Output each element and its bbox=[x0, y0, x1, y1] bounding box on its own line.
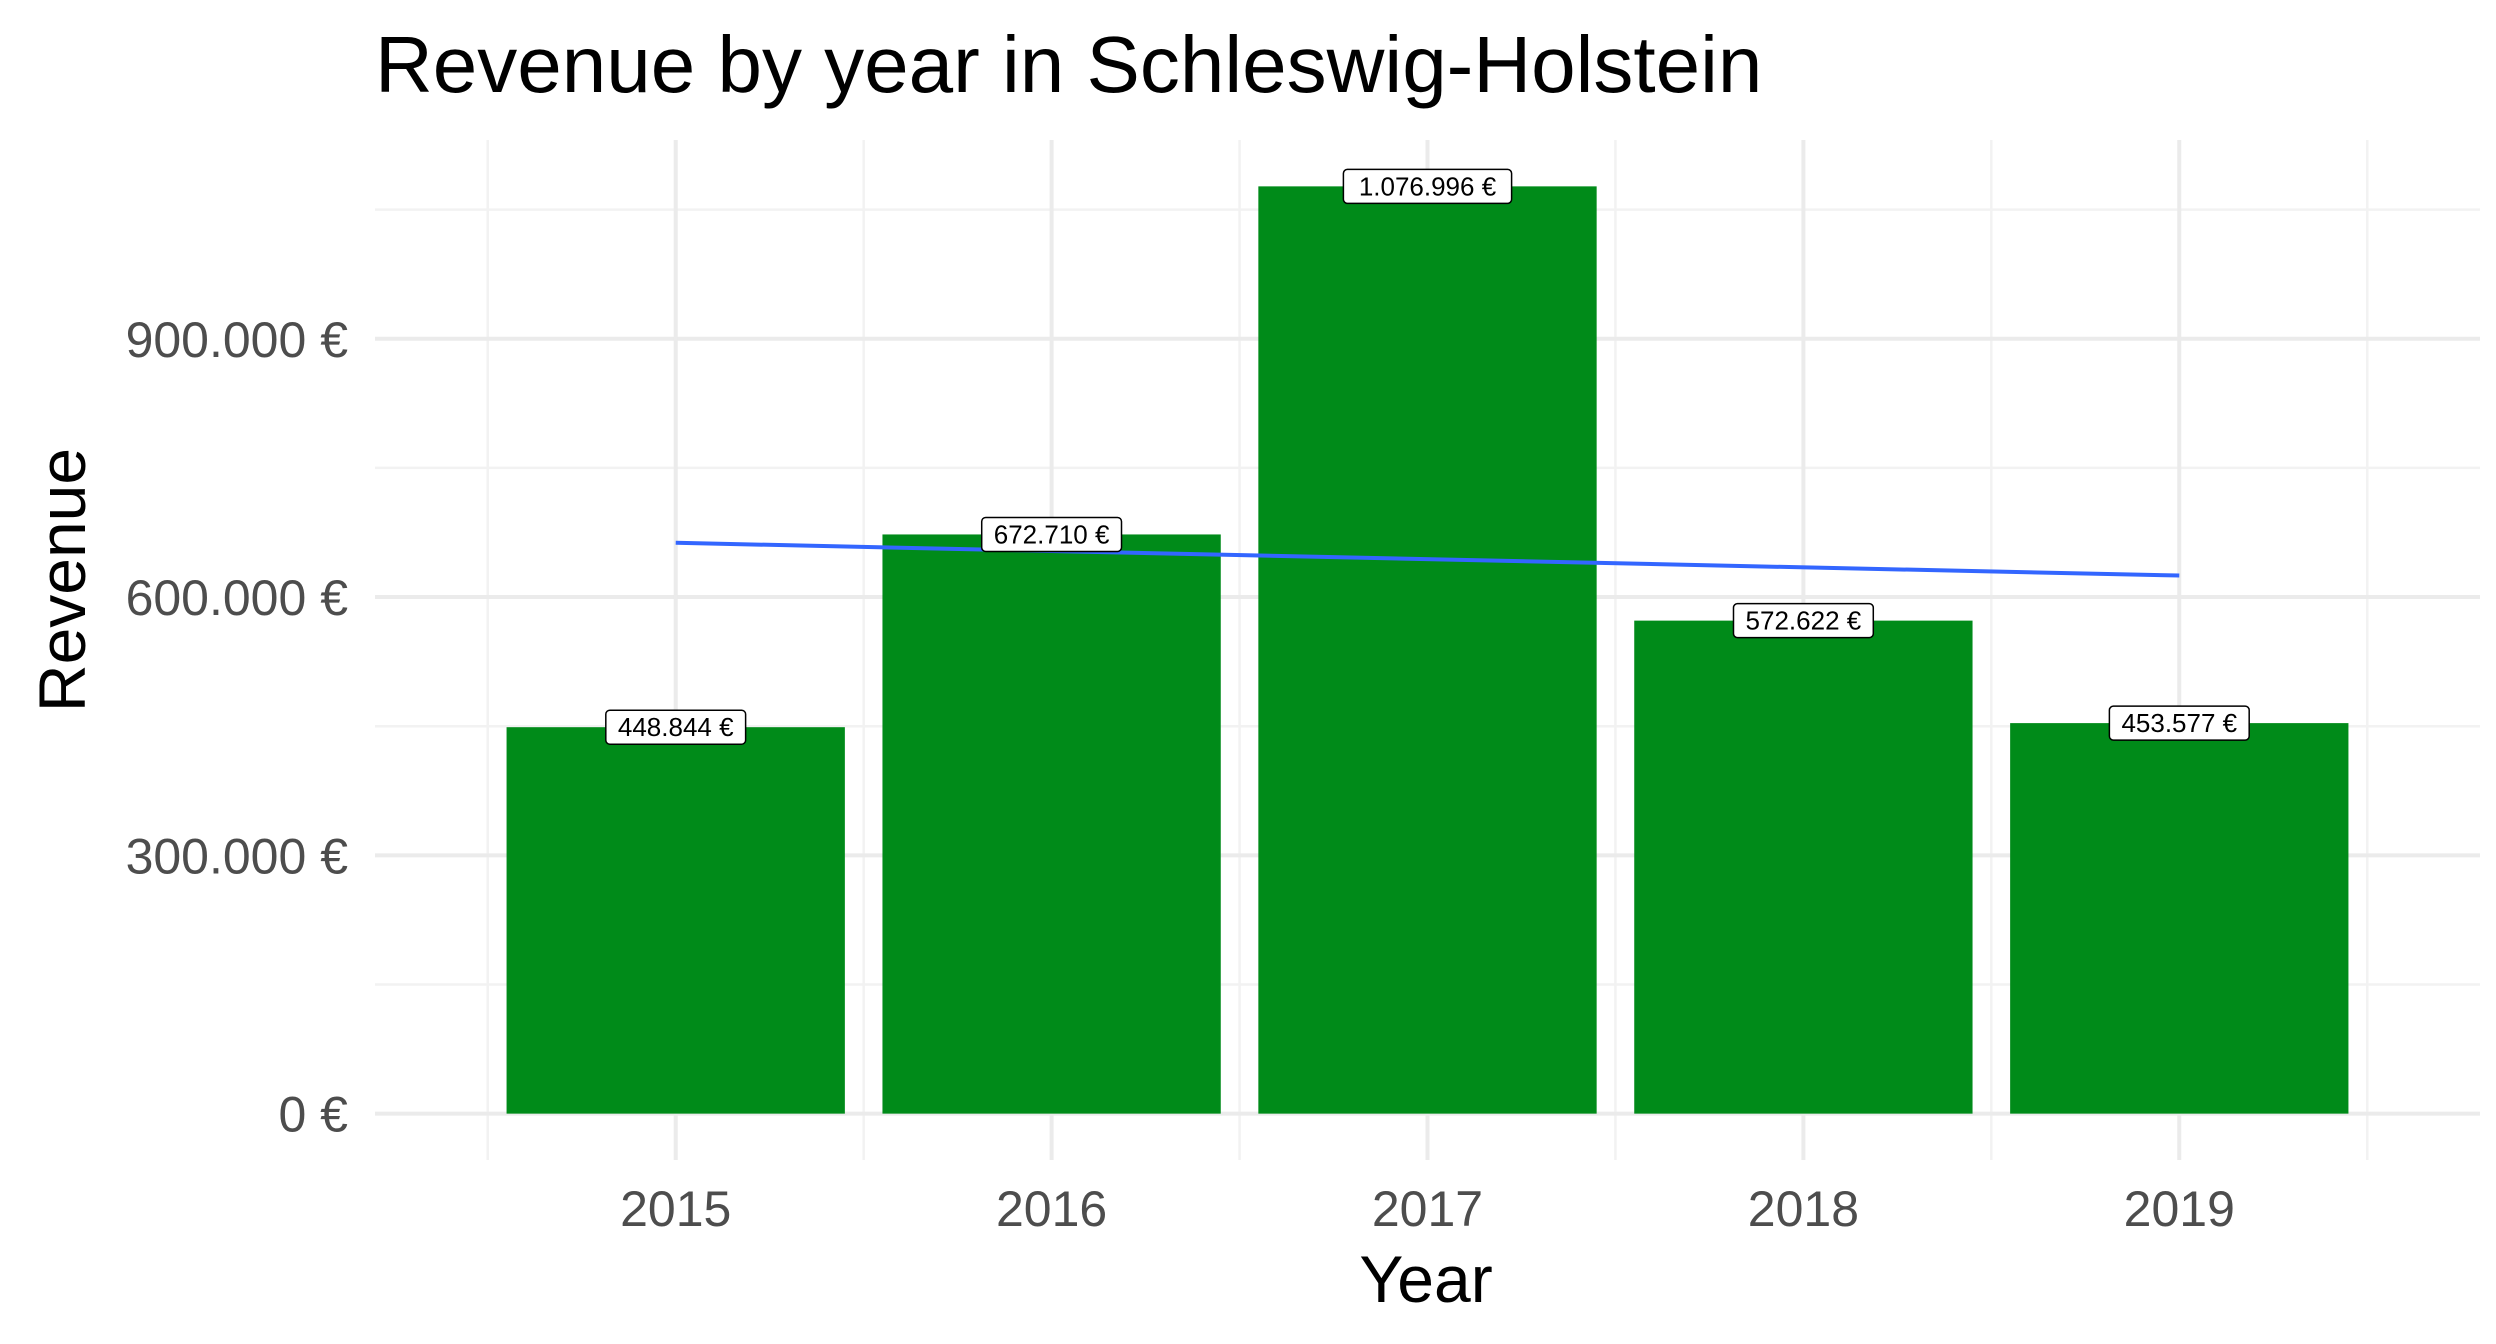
value-label-box bbox=[980, 516, 1123, 553]
value-label-text: 448.844 € bbox=[618, 712, 734, 742]
value-label-text: 572.622 € bbox=[1746, 606, 1862, 636]
bar-2017 bbox=[1258, 186, 1597, 1114]
bar-2015 bbox=[506, 727, 845, 1114]
value-label-box bbox=[1342, 168, 1513, 205]
bar-2016 bbox=[882, 534, 1221, 1114]
y-tick-label: 600.000 € bbox=[126, 570, 349, 626]
y-tick-label: 300.000 € bbox=[126, 828, 349, 884]
bars bbox=[506, 186, 2349, 1114]
value-label-2016: 672.710 € bbox=[980, 516, 1123, 553]
x-tick-label: 2015 bbox=[620, 1181, 731, 1237]
value-label-box bbox=[2108, 705, 2250, 741]
value-label-2017: 1.076.996 € bbox=[1342, 168, 1513, 205]
value-label-2018: 572.622 € bbox=[1732, 602, 1875, 639]
y-axis-title: Revenue bbox=[25, 448, 99, 712]
y-tick-label: 0 € bbox=[278, 1087, 348, 1143]
value-label-box bbox=[1732, 602, 1875, 639]
x-tick-label: 2017 bbox=[1372, 1181, 1483, 1237]
x-axis-title: Year bbox=[1359, 1242, 1492, 1316]
x-tick-label: 2019 bbox=[2124, 1181, 2235, 1237]
value-label-text: 672.710 € bbox=[994, 519, 1110, 549]
y-tick-label: 900.000 € bbox=[126, 312, 349, 368]
y-axis-ticks: 0 € 300.000 € 600.000 € 900.000 € bbox=[126, 312, 349, 1143]
value-label-2015: 448.844 € bbox=[605, 709, 747, 745]
bar-2019 bbox=[2010, 723, 2349, 1114]
value-label-box bbox=[605, 709, 747, 745]
value-label-text: 1.076.996 € bbox=[1359, 171, 1497, 201]
x-tick-label: 2018 bbox=[1748, 1181, 1859, 1237]
x-tick-label: 2016 bbox=[996, 1181, 1107, 1237]
value-label-text: 453.577 € bbox=[2121, 708, 2237, 738]
chart-title: Revenue by year in Schleswig-Holstein bbox=[375, 20, 1762, 109]
value-label-2019: 453.577 € bbox=[2108, 705, 2250, 741]
bar-2018 bbox=[1634, 620, 1973, 1114]
trend-line bbox=[675, 540, 2180, 578]
x-axis-ticks: 2015 2016 2017 2018 2019 bbox=[620, 1181, 2235, 1237]
value-labels: 448.844 € 672.710 € 1.076.996 € 572.622 € 45… bbox=[605, 168, 2250, 745]
